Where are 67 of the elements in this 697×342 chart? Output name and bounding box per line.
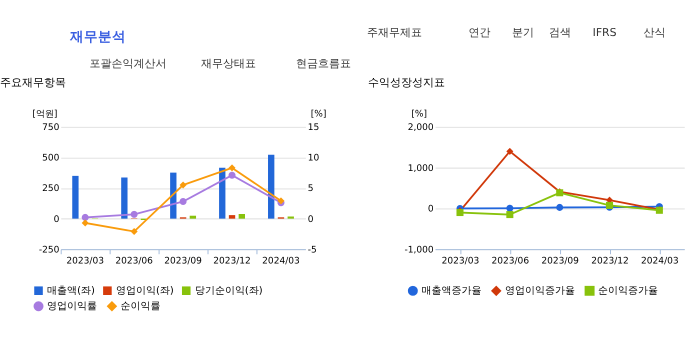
bar (228, 215, 236, 219)
x-tick-label: 2023/09 (164, 256, 202, 266)
y-tick-label: -250 (38, 245, 60, 256)
x-tick-label: 2023/06 (491, 256, 530, 266)
x-tick-label: 2024/03 (262, 256, 300, 266)
legend-label: 순이익증가율 (598, 286, 658, 297)
text: 연간 (468, 26, 491, 40)
y2-tick-label: 5 (308, 184, 314, 194)
y2-tick-label: 15 (308, 123, 320, 134)
text: 산식 (643, 26, 666, 40)
y2-tick-label: 10 (308, 154, 320, 164)
bar (238, 214, 245, 219)
text: 검색 (549, 26, 572, 40)
text: 주재무제표 (367, 26, 422, 40)
y-tick-label: 0 (54, 214, 60, 225)
point (180, 181, 187, 189)
text: 현금흐름표 (296, 57, 352, 70)
text: IFRS (592, 26, 617, 40)
point (82, 219, 89, 226)
point (556, 204, 564, 211)
point (506, 148, 514, 155)
x-tick-label: 2023/12 (591, 256, 629, 266)
point (130, 228, 138, 236)
legend-label: 순이익률 (120, 300, 161, 312)
y-axis-title: [%] (411, 109, 428, 120)
x-tick-label: 2023/12 (213, 256, 251, 266)
legend-label: 매출액(좌) (47, 285, 96, 296)
y-tick-label: 0 (428, 204, 434, 215)
x-tick-label: 2023/09 (541, 256, 580, 266)
bar (288, 216, 294, 219)
legend-label: 영업이익률 (47, 300, 98, 312)
y-tick-label: 750 (42, 123, 60, 134)
y-axis-title: [억원] (32, 109, 58, 120)
bar (72, 176, 79, 219)
chart-title: 주요재무항목 (0, 76, 66, 90)
bar (190, 216, 196, 219)
y-tick-label: 500 (42, 154, 60, 164)
point (180, 198, 187, 206)
bar (219, 168, 226, 219)
text: 재무상태표 (200, 57, 256, 70)
point (506, 204, 514, 212)
point (228, 164, 236, 172)
y-tick-label: 250 (42, 184, 60, 194)
chart-title: 수익성장성지표 (368, 76, 445, 90)
x-tick-label: 2024/03 (641, 256, 679, 266)
legend-label: 영업이익증가율 (504, 286, 575, 297)
text: 포괄손익계산서 (89, 57, 166, 70)
legend-label: 영업이익(좌) (116, 285, 174, 296)
bar (121, 178, 128, 219)
x-tick-label: 2023/03 (442, 256, 480, 266)
legend-label: 매출액증가율 (421, 286, 482, 297)
point (130, 210, 138, 218)
legend-label: 당기순이익(좌) (194, 285, 263, 296)
y2-axis-title: [%] (310, 109, 326, 120)
point (228, 172, 236, 179)
text: 분기 (512, 26, 534, 40)
point (506, 211, 514, 218)
text: 재무분석 (68, 28, 126, 45)
y-tick-label: 2,000 (408, 123, 434, 134)
y-tick-label: 1,000 (408, 164, 434, 174)
y2-tick-label: 0 (308, 214, 314, 225)
point (82, 214, 89, 221)
x-tick-label: 2023/03 (66, 256, 104, 266)
y-tick-label: -1,000 (404, 245, 434, 256)
x-tick-label: 2023/06 (115, 256, 154, 266)
y2-tick-label: -5 (308, 245, 317, 256)
bar (268, 154, 274, 219)
